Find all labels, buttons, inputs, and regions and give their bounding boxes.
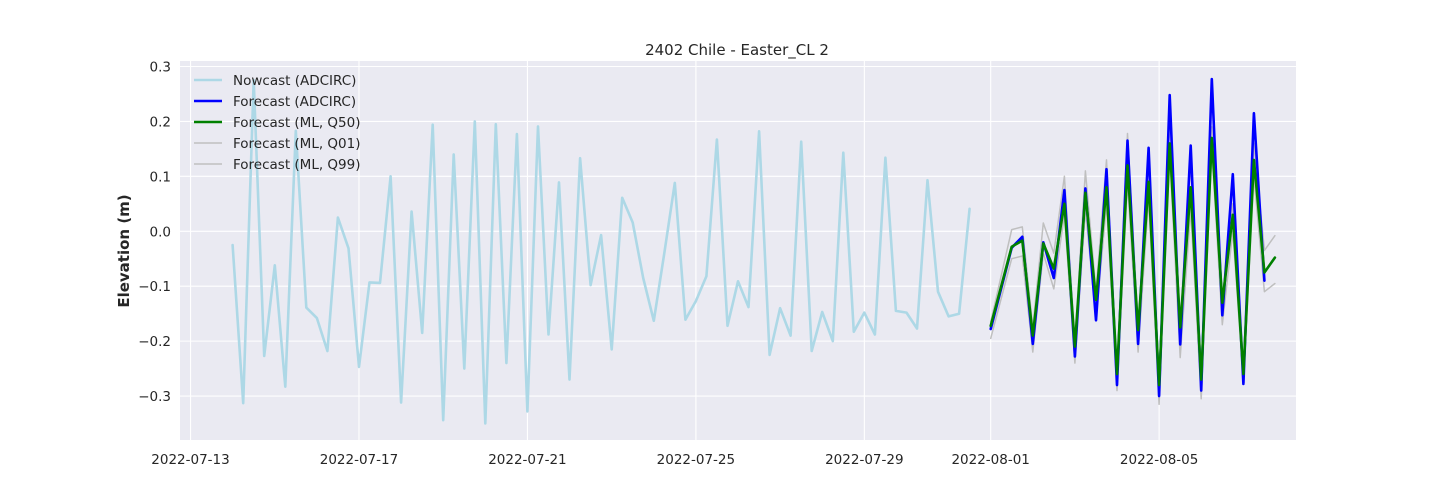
legend-label-1: Forecast (ADCIRC) <box>233 94 356 110</box>
series-line-2 <box>989 136 1277 387</box>
y-tick-label: −0.3 <box>138 389 171 405</box>
y-tick-label: 0.0 <box>150 224 171 240</box>
x-axis-ticks: 2022-07-13 2022-07-17 2022-07-21 2022-07-25… <box>151 452 1198 468</box>
y-tick-label: 0.2 <box>150 114 171 130</box>
y-tick-label: 0.3 <box>150 59 171 75</box>
legend-label-2: Forecast (ML, Q50) <box>233 115 361 131</box>
x-tick-label: 2022-08-01 <box>951 452 1029 468</box>
y-tick-label: −0.1 <box>138 279 171 295</box>
y-tick-label: −0.2 <box>138 334 171 350</box>
series-line-0 <box>231 78 971 425</box>
y-axis-ticks: −0.3 −0.2 −0.1 0.0 0.1 0.2 0.3 <box>138 59 171 405</box>
x-tick-label: 2022-07-17 <box>320 452 398 468</box>
series-line-3 <box>989 148 1276 406</box>
x-tick-label: 2022-07-29 <box>825 452 903 468</box>
chart-title: 2402 Chile - Easter_CL 2 <box>645 41 829 60</box>
x-tick-label: 2022-08-05 <box>1120 452 1198 468</box>
x-tick-label: 2022-07-13 <box>151 452 229 468</box>
legend-label-4: Forecast (ML, Q99) <box>233 157 361 173</box>
series-layer <box>231 77 1277 425</box>
legend-label-3: Forecast (ML, Q01) <box>233 136 361 152</box>
x-tick-label: 2022-07-21 <box>488 452 566 468</box>
legend-label-0: Nowcast (ADCIRC) <box>233 73 356 89</box>
x-tick-label: 2022-07-25 <box>657 452 735 468</box>
legend: Nowcast (ADCIRC) Forecast (ADCIRC) Forecas… <box>194 73 361 173</box>
y-axis-label: Elevation (m) <box>115 194 133 307</box>
y-tick-label: 0.1 <box>150 169 171 185</box>
